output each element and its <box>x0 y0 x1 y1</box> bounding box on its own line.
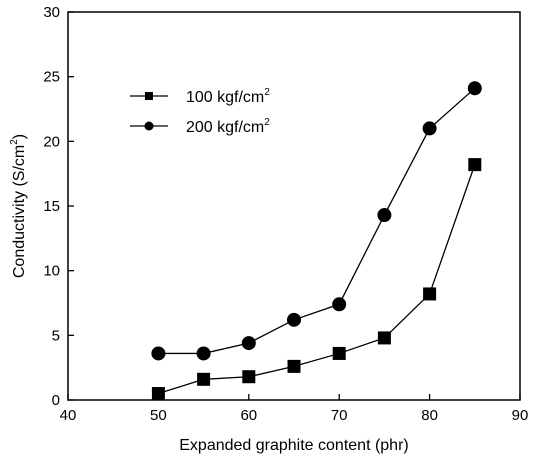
y-tick-label: 25 <box>43 69 60 86</box>
y-axis-title-main: Conductivity (S/cm <box>11 145 28 278</box>
x-axis-title: Expanded graphite content (phr) <box>179 437 408 454</box>
series-1-point <box>151 387 165 401</box>
y-tick-label: 5 <box>52 327 60 344</box>
legend-label-series-1: 100 kgf/cm2 <box>186 87 270 106</box>
x-tick-label: 70 <box>331 407 348 424</box>
legend: 100 kgf/cm2 200 kgf/cm2 <box>130 87 270 136</box>
series-2-point <box>467 81 482 96</box>
series-1-point <box>242 370 256 384</box>
series-1-point <box>332 346 346 360</box>
x-tick-label: 90 <box>512 407 529 424</box>
y-axis-title: Conductivity (S/cm2) <box>9 134 28 278</box>
legend-label-series-2-main: 200 kgf/cm <box>186 119 264 136</box>
series-1-point <box>287 359 301 373</box>
y-tick-label: 10 <box>43 263 60 280</box>
y-axis-title-close: ) <box>11 134 28 139</box>
series-2-point <box>377 208 392 223</box>
x-tick-label: 80 <box>421 407 438 424</box>
legend-marker-series-1 <box>145 92 153 100</box>
series-1-point <box>468 158 482 172</box>
legend-label-series-2: 200 kgf/cm2 <box>186 117 270 136</box>
series-1-point <box>197 372 211 386</box>
x-tick-label: 40 <box>60 407 77 424</box>
ticks-layer: 40 50 60 70 80 90 0 5 10 15 20 25 30 <box>43 4 528 424</box>
series-2-point <box>196 346 211 361</box>
series-1-point <box>377 331 391 345</box>
series-layer <box>151 81 482 401</box>
series-2-point <box>422 121 437 136</box>
series-2-point <box>332 297 347 312</box>
series-2-point <box>287 312 301 327</box>
x-tick-label: 50 <box>150 407 167 424</box>
series-1-point <box>423 287 437 301</box>
legend-label-series-2-sup: 2 <box>264 117 270 128</box>
legend-marker-series-2 <box>144 121 154 131</box>
y-tick-label: 30 <box>43 4 60 21</box>
series-2-line <box>158 87 476 355</box>
y-tick-label: 0 <box>52 392 60 409</box>
legend-label-series-1-main: 100 kgf/cm <box>186 89 264 106</box>
series-2-point <box>151 346 166 361</box>
series-1-line <box>158 164 476 395</box>
plot-frame <box>67 11 521 401</box>
series-2-point <box>241 336 256 351</box>
y-axis-title-sup: 2 <box>9 139 20 145</box>
y-tick-label: 15 <box>43 198 60 215</box>
legend-label-series-1-sup: 2 <box>264 87 270 98</box>
x-tick-label: 60 <box>240 407 257 424</box>
y-tick-label: 20 <box>43 133 60 150</box>
